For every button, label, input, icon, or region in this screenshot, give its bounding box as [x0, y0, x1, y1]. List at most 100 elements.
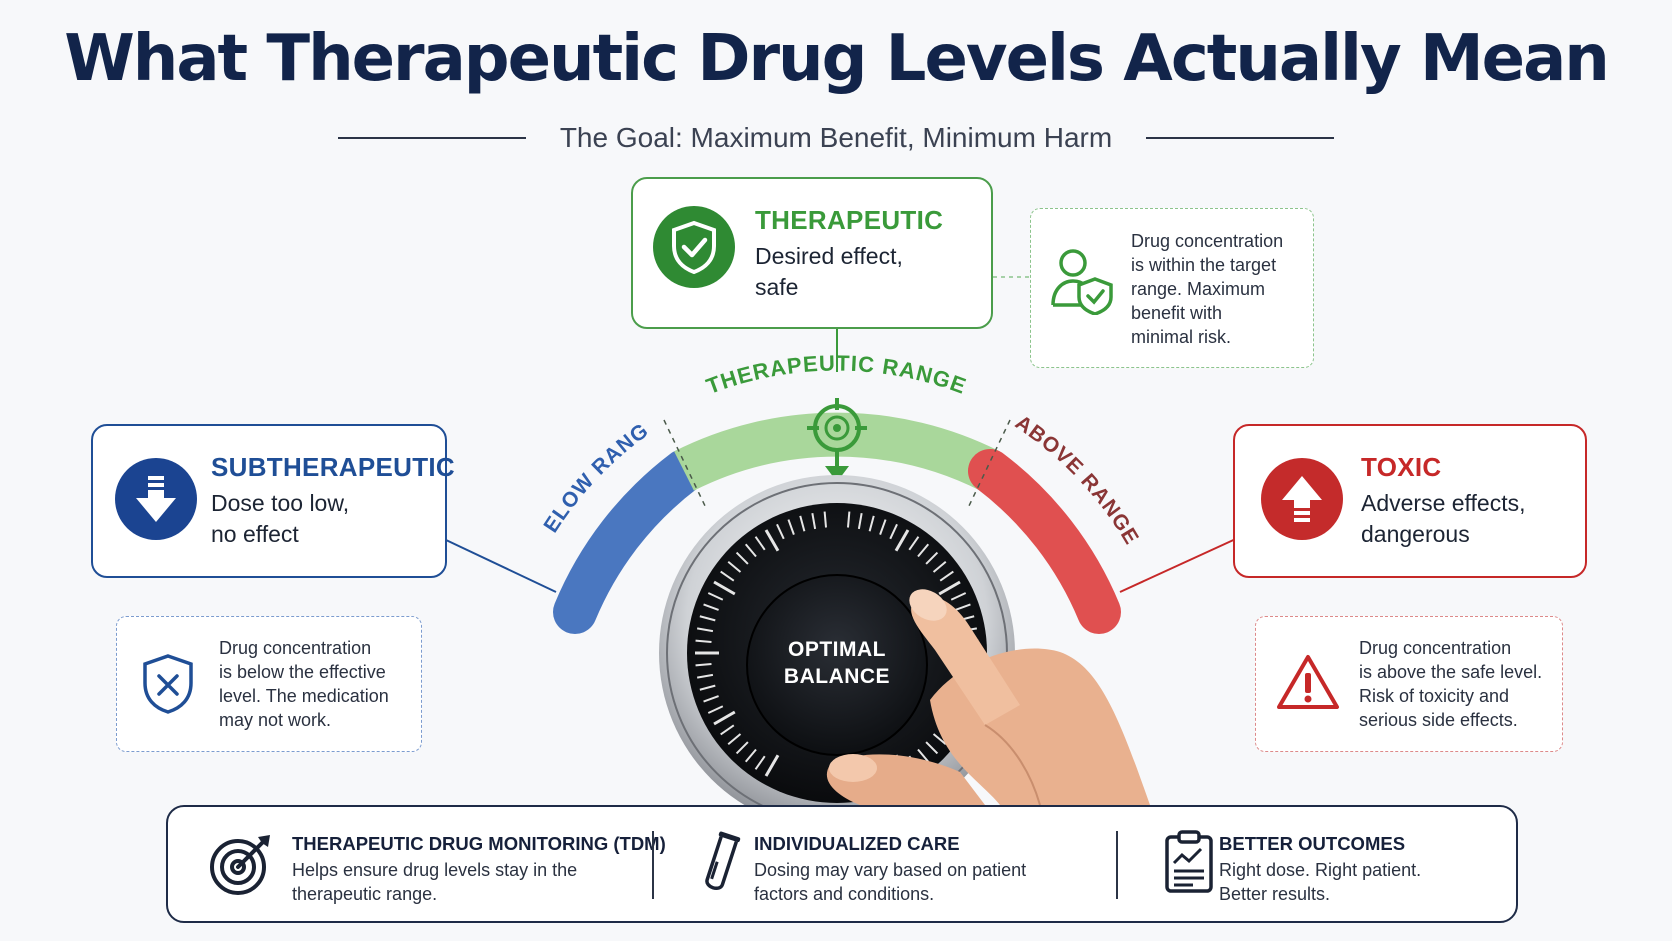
dial-tick — [950, 592, 967, 601]
person-shield-icon — [1049, 245, 1115, 320]
therapeutic-card: THERAPEUTIC Desired effect, safe — [631, 177, 993, 329]
dial-tick — [764, 754, 780, 777]
dial-tick — [799, 515, 806, 532]
feature-individualized-title: INDIVIDUALIZED CARE — [754, 833, 960, 854]
knob-label-line1: OPTIMAL — [788, 638, 886, 661]
warning-triangle-icon — [1276, 653, 1340, 716]
dial-knob[interactable] — [659, 475, 1015, 831]
subtherapeutic-desc: Dose too low, no effect — [211, 490, 350, 547]
dial-tick — [720, 724, 735, 736]
feature-outcomes-desc: Right dose. Right patient. Better result… — [1219, 860, 1422, 904]
boundary-therapeutic-above — [967, 419, 1011, 509]
test-tube-icon — [698, 829, 744, 902]
subtitle-row: The Goal: Maximum Benefit, Minimum Harm — [0, 122, 1672, 154]
dial-tick — [938, 580, 961, 596]
feature-individualized-desc: Dosing may vary based on patient factors… — [754, 860, 1027, 904]
therapeutic-title: THERAPEUTIC — [755, 205, 944, 235]
dial-tick — [699, 615, 716, 622]
dial-tick — [727, 733, 742, 746]
dial-tick — [713, 580, 736, 596]
subtitle-rule-left — [337, 137, 526, 139]
knob-label: OPTIMAL BALANCE — [737, 636, 937, 690]
dial-tick — [868, 515, 875, 532]
feature-outcomes-title: BETTER OUTCOMES — [1219, 833, 1406, 854]
therapeutic-info-text: Drug concentration is within the target … — [1131, 231, 1284, 347]
feature-tdm: THERAPEUTIC DRUG MONITORING (TDM) Helps … — [168, 807, 666, 921]
arc-therapeutic-range — [674, 412, 1000, 491]
dial-tick — [955, 603, 971, 611]
dial-tick — [932, 560, 947, 573]
feature-individualized: INDIVIDUALIZED CARE Dosing may vary base… — [658, 807, 1088, 921]
arc-above-range — [968, 449, 1121, 634]
page-subtitle: The Goal: Maximum Benefit, Minimum Harm — [559, 122, 1113, 153]
dial-tick — [932, 733, 947, 746]
dial-tick — [879, 519, 887, 535]
subtitle-rule-right — [1146, 137, 1335, 139]
connector-subtherapeutic — [445, 539, 557, 593]
toxic-info-card: Drug concentration is above the safe lev… — [1255, 616, 1563, 752]
dial-tick — [699, 684, 716, 691]
target-icon — [208, 831, 274, 902]
clipboard-chart-icon — [1163, 829, 1215, 900]
arrow-up-icon — [1261, 458, 1343, 540]
dial-tick — [695, 662, 712, 667]
knob-label-line2: BALANCE — [783, 665, 891, 688]
shield-check-icon — [653, 206, 735, 288]
therapeutic-desc: Desired effect, safe — [755, 243, 903, 300]
dial-tick — [823, 511, 828, 528]
arrow-down-icon — [115, 458, 197, 540]
dial-tick — [713, 710, 736, 726]
subtherapeutic-info-text: Drug concentration is below the effectiv… — [219, 638, 389, 730]
dial-tick — [917, 748, 930, 763]
bottom-features-bar: THERAPEUTIC DRUG MONITORING (TDM) Helps … — [166, 805, 1518, 923]
subtherapeutic-card: SUBTHERAPEUTIC Dose too low, no effect — [91, 424, 455, 578]
hand-illustration — [826, 589, 1150, 806]
dial-tick — [707, 592, 724, 601]
dial-tick — [696, 627, 714, 633]
dial-tick — [925, 741, 939, 755]
dial-tick — [703, 695, 719, 703]
dial-tick — [894, 529, 910, 552]
dial-tick — [917, 543, 930, 558]
dial-tick — [764, 529, 780, 552]
dial-tick — [696, 673, 714, 679]
dial-tick — [695, 639, 712, 644]
feature-divider-2 — [1116, 831, 1118, 899]
dial-tick — [735, 551, 749, 565]
page-title: What Therapeutic Drug Levels Actually Me… — [64, 22, 1610, 96]
toxic-title: TOXIC — [1361, 452, 1442, 482]
toxic-desc: Adverse effects, dangerous — [1361, 490, 1526, 547]
arc-below-range — [553, 449, 706, 634]
dial-tick — [735, 741, 749, 755]
dial-tick — [846, 511, 851, 528]
toxic-info-text: Drug concentration is above the safe lev… — [1359, 638, 1543, 730]
dial-tick — [787, 519, 795, 535]
feature-outcomes: BETTER OUTCOMES Right dose. Right patien… — [1123, 807, 1513, 921]
dial-tick — [925, 551, 939, 565]
dial-tick — [939, 570, 954, 582]
dial-tick — [744, 748, 757, 763]
shield-x-icon — [141, 653, 195, 720]
dial-tick — [727, 560, 742, 573]
therapeutic-range-label: THERAPEUTIC RANGE — [703, 350, 970, 398]
therapeutic-info-card: Drug concentration is within the target … — [1030, 208, 1314, 368]
dial-tick — [754, 536, 766, 551]
dial-tick — [754, 755, 766, 770]
subtherapeutic-info-card: Drug concentration is below the effectiv… — [116, 616, 422, 752]
target-marker-icon — [807, 398, 867, 482]
dial-tick — [811, 512, 817, 530]
dial-tick — [703, 603, 719, 611]
subtherapeutic-title: SUBTHERAPEUTIC — [211, 452, 455, 482]
feature-tdm-title: THERAPEUTIC DRUG MONITORING (TDM) — [292, 833, 666, 854]
dial-tick — [707, 705, 724, 714]
connector-toxic — [1119, 536, 1241, 593]
dial-tick — [720, 570, 735, 582]
feature-tdm-desc: Helps ensure drug levels stay in the the… — [292, 860, 578, 904]
feature-divider-1 — [652, 831, 654, 899]
dial-tick — [744, 543, 757, 558]
dial-tick — [908, 536, 920, 551]
boundary-below-therapeutic — [663, 419, 707, 509]
dial-tick — [776, 523, 785, 540]
toxic-card: TOXIC Adverse effects, dangerous — [1233, 424, 1587, 578]
